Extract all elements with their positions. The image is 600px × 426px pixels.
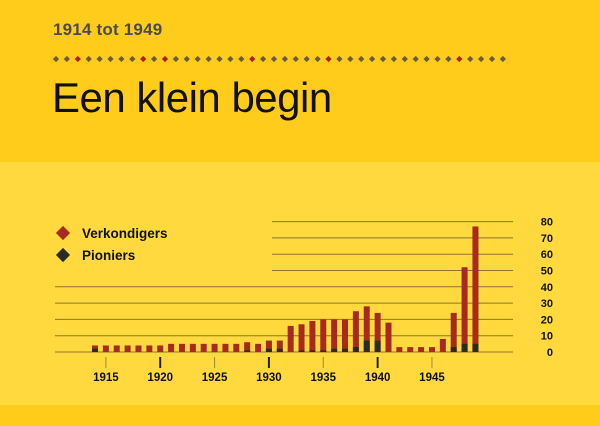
y-tick-label: 40	[541, 282, 553, 294]
y-tick-label: 30	[541, 298, 553, 310]
bar-pioneers	[244, 350, 251, 352]
divider-dot	[63, 55, 71, 63]
bar-publishers	[265, 340, 272, 352]
bar-pioneers	[363, 340, 370, 352]
divider-dot	[52, 55, 60, 63]
legend-item-pioneers: Pioniers	[55, 244, 168, 266]
x-tick-label: 1925	[202, 372, 228, 384]
bar-publishers	[135, 345, 142, 352]
y-tick-label: 20	[541, 314, 553, 326]
bar-publishers	[222, 343, 229, 352]
bar-publishers	[342, 319, 349, 352]
bar-pioneers	[342, 348, 349, 352]
y-tick-label: 80	[541, 217, 553, 229]
bar-publishers	[309, 321, 316, 352]
bar-publishers	[331, 319, 338, 352]
bar-pioneers	[320, 350, 327, 352]
bar-publishers	[298, 324, 305, 352]
bar-publishers	[396, 347, 403, 352]
x-tick-label: 1915	[93, 372, 119, 384]
bar-publishers	[428, 347, 435, 352]
bar-publishers	[200, 343, 207, 352]
y-tick-label: 0	[547, 347, 553, 359]
bar-publishers	[450, 312, 457, 352]
bar-pioneers	[450, 347, 457, 352]
bar-publishers	[352, 311, 359, 352]
period-subtitle: 1914 tot 1949	[53, 20, 163, 39]
bar-publishers	[439, 338, 446, 352]
bar-publishers	[320, 319, 327, 352]
legend-item-publishers: Verkondigers	[55, 222, 168, 244]
bar-publishers	[287, 325, 294, 352]
bar-pioneers	[298, 350, 305, 352]
x-tick-label: 1930	[256, 372, 282, 384]
bar-publishers	[233, 343, 240, 352]
bar-publishers	[189, 343, 196, 352]
bar-publishers	[407, 347, 414, 352]
x-tick-label: 1920	[147, 372, 173, 384]
bar-publishers	[146, 345, 153, 352]
bar-pioneers	[374, 340, 381, 352]
bar-publishers	[418, 347, 425, 352]
bar-publishers	[472, 226, 479, 352]
header-band	[0, 0, 600, 162]
bar-publishers	[168, 343, 175, 352]
y-tick-label: 60	[541, 249, 553, 261]
bar-pioneers	[265, 348, 272, 352]
bar-pioneers	[331, 348, 338, 352]
bar-pioneers	[276, 348, 283, 352]
bar-publishers	[178, 343, 185, 352]
bar-pioneers	[92, 348, 98, 352]
bar-publishers	[124, 345, 131, 352]
bar-publishers	[244, 342, 251, 352]
y-tick-label: 70	[541, 233, 553, 245]
dotted-divider	[52, 55, 507, 63]
x-tick-label: 1945	[419, 372, 445, 384]
bar-publishers	[363, 306, 370, 352]
bar-publishers	[102, 345, 109, 352]
x-tick-label: 1935	[310, 372, 336, 384]
bar-pioneers	[309, 350, 316, 352]
bar-publishers	[113, 345, 120, 352]
footer-band	[0, 405, 600, 426]
y-tick-label: 50	[541, 266, 553, 278]
chart-legend: Verkondigers Pioniers	[55, 222, 168, 266]
page-title: Een klein begin	[52, 74, 332, 121]
bar-pioneers	[461, 343, 468, 352]
bar-publishers	[157, 345, 164, 352]
bar-publishers	[255, 343, 262, 352]
bar-publishers	[385, 322, 392, 352]
bar-publishers	[211, 343, 218, 352]
bar-pioneers	[472, 343, 479, 352]
y-tick-label: 10	[541, 331, 553, 343]
bar-publishers	[276, 340, 283, 352]
bar-publishers	[461, 267, 468, 352]
bar-publishers	[374, 312, 381, 352]
bar-pioneers	[352, 347, 359, 352]
x-tick-label: 1940	[365, 372, 391, 384]
